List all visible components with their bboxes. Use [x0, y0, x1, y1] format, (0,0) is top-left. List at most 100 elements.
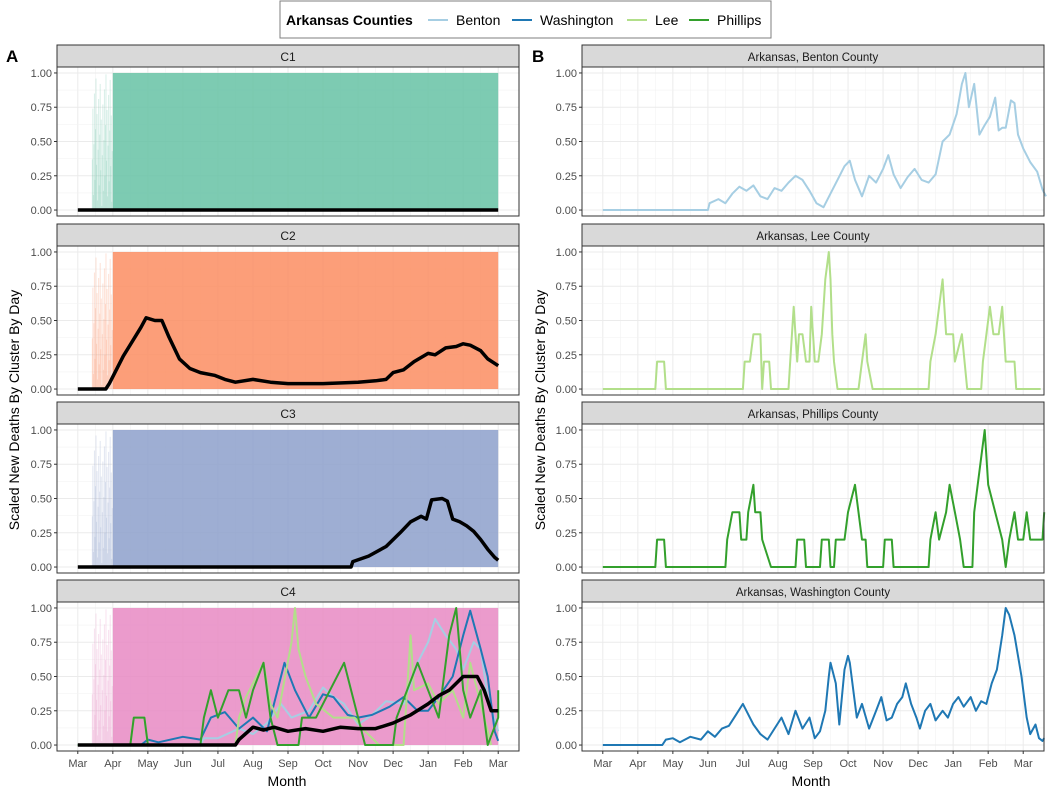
- facet-b-3: Arkansas, Phillips County 0.00 0.25 0.50 0.7…: [556, 401, 1046, 574]
- x-tick-label: Mar: [68, 758, 87, 770]
- cluster-fill-a-2: [91, 251, 499, 390]
- strip-title-b-4: Arkansas, Washington County: [736, 587, 891, 599]
- facet-b-4: Arkansas, Washington County 0.00 0.25 0.50 0…: [556, 579, 1046, 752]
- series-line-a-4-lee: [77, 607, 493, 746]
- y-tick-label: 0.00: [31, 562, 52, 574]
- y-tick-label: 0.50: [31, 316, 52, 328]
- y-tick-label: 0.25: [31, 706, 52, 718]
- y-tick-label: 0.25: [556, 528, 577, 540]
- y-tick-label: 1.00: [31, 425, 52, 437]
- series-line-a-2-s0: [77, 316, 500, 391]
- x-tick-label: Mar: [1014, 758, 1033, 770]
- x-axis-title-right: Month: [792, 773, 831, 789]
- legend-item-lee: Lee: [627, 12, 679, 28]
- series-line-b-2-s0: [602, 251, 1041, 390]
- y-tick-label: 0.25: [31, 171, 52, 183]
- strip-title-b-2: Arkansas, Lee County: [756, 231, 869, 243]
- series-line-a-4-phillips: [77, 607, 500, 746]
- y-tick-label: 0.50: [556, 316, 577, 328]
- x-tick-label: Jan: [944, 758, 962, 770]
- x-tick-label: Oct: [839, 758, 856, 770]
- series-line-b-1-s0: [602, 72, 1047, 211]
- legend-item-phillips: Phillips: [689, 12, 761, 28]
- x-tick-label: Jul: [211, 758, 225, 770]
- panel-tag-b: B: [532, 47, 544, 66]
- y-tick-label: 1.00: [31, 247, 52, 259]
- y-tick-label: 0.75: [556, 102, 577, 114]
- legend-label-lee: Lee: [655, 12, 679, 28]
- y-tick-label: 0.50: [31, 137, 52, 149]
- x-tick-label: Dec: [383, 758, 403, 770]
- y-tick-label: 0.50: [556, 494, 577, 506]
- y-tick-label: 0.50: [31, 494, 52, 506]
- strip-title-a-4: C4: [280, 585, 296, 599]
- x-tick-label: Dec: [908, 758, 928, 770]
- legend-label-washington: Washington: [540, 12, 613, 28]
- x-tick-label: Mar: [489, 758, 508, 770]
- legend-item-benton: Benton: [428, 12, 500, 28]
- x-tick-label: May: [662, 758, 683, 770]
- facet-b-1: Arkansas, Benton County 0.00 0.25 0.50 0.75 1…: [556, 44, 1047, 217]
- y-tick-label: 1.00: [31, 68, 52, 80]
- y-tick-label: 1.00: [556, 247, 577, 259]
- x-tick-label: Sep: [278, 758, 298, 770]
- x-tick-label: Mar: [593, 758, 612, 770]
- y-tick-label: 0.50: [556, 137, 577, 149]
- grid-b-2: [582, 246, 1044, 395]
- x-tick-label: Feb: [454, 758, 473, 770]
- strip-title-a-1: C1: [280, 50, 296, 64]
- x-tick-label: Apr: [104, 758, 121, 770]
- y-tick-label: 0.50: [556, 672, 577, 684]
- x-tick-label: Jul: [736, 758, 750, 770]
- series-line-a-3-s0: [77, 496, 500, 569]
- facet-a-2: C2 0.00 0.25 0.50 0.75 1.00: [31, 223, 520, 396]
- y-tick-label: 0.25: [556, 171, 577, 183]
- cluster-fill-a-1: [91, 72, 499, 211]
- x-axis-title-left: Month: [268, 773, 307, 789]
- y-tick-label: 0.00: [556, 740, 577, 752]
- y-tick-label: 1.00: [556, 68, 577, 80]
- y-tick-label: 0.00: [31, 740, 52, 752]
- x-tick-label: Apr: [629, 758, 646, 770]
- y-tick-label: 0.75: [556, 281, 577, 293]
- x-tick-label: Oct: [314, 758, 331, 770]
- cluster-fill-a-4: [91, 607, 499, 746]
- y-tick-label: 0.75: [556, 459, 577, 471]
- x-axis-a: Mar Apr May Jun Jul Aug Sep Oct Nov Dec Jan Feb Mar: [68, 751, 508, 770]
- y-tick-label: 0.00: [556, 562, 577, 574]
- x-tick-label: Aug: [243, 758, 263, 770]
- y-tick-label: 0.75: [31, 459, 52, 471]
- y-tick-label: 0.25: [556, 350, 577, 362]
- y-tick-label: 0.00: [556, 384, 577, 396]
- grid-b-1: [582, 67, 1044, 216]
- x-tick-label: Nov: [348, 758, 368, 770]
- facet-a-4: C4 0.00 0.25 0.50 0.75 1.00: [31, 579, 520, 752]
- x-tick-label: Nov: [873, 758, 893, 770]
- series-line-b-3-s0: [602, 429, 1046, 568]
- x-tick-label: Aug: [768, 758, 788, 770]
- legend-title: Arkansas Counties: [286, 12, 413, 28]
- panel-tag-a: A: [6, 47, 18, 66]
- facet-b-2: Arkansas, Lee County 0.00 0.25 0.50 0.75 1.00: [556, 223, 1045, 396]
- y-tick-label: 0.75: [31, 281, 52, 293]
- x-tick-label: Feb: [979, 758, 998, 770]
- y-tick-label: 1.00: [31, 603, 52, 615]
- x-tick-label: May: [137, 758, 158, 770]
- strip-title-b-1: Arkansas, Benton County: [748, 52, 879, 64]
- y-tick-label: 0.75: [31, 637, 52, 649]
- y-tick-label: 0.00: [556, 205, 577, 217]
- y-tick-label: 1.00: [556, 425, 577, 437]
- y-axis-title-left: Scaled New Deaths By Cluster By Day: [6, 290, 22, 530]
- series-line-a-4-s4: [77, 674, 499, 747]
- grid-b-4: [582, 602, 1044, 751]
- y-tick-label: 0.75: [31, 102, 52, 114]
- x-tick-label: Jun: [174, 758, 192, 770]
- strip-title-a-2: C2: [280, 229, 296, 243]
- y-tick-label: 0.00: [31, 384, 52, 396]
- facet-panels: C1 0.00 0.25 0.50 0.75 1.00 C2 0.00 0.25 0.50 0.75…: [31, 44, 1047, 752]
- x-axis-b: Mar Apr May Jun Jul Aug Sep Oct Nov Dec Jan Feb Mar: [593, 751, 1033, 770]
- y-tick-label: 1.00: [556, 603, 577, 615]
- legend-item-washington: Washington: [512, 12, 613, 28]
- y-tick-label: 0.25: [31, 350, 52, 362]
